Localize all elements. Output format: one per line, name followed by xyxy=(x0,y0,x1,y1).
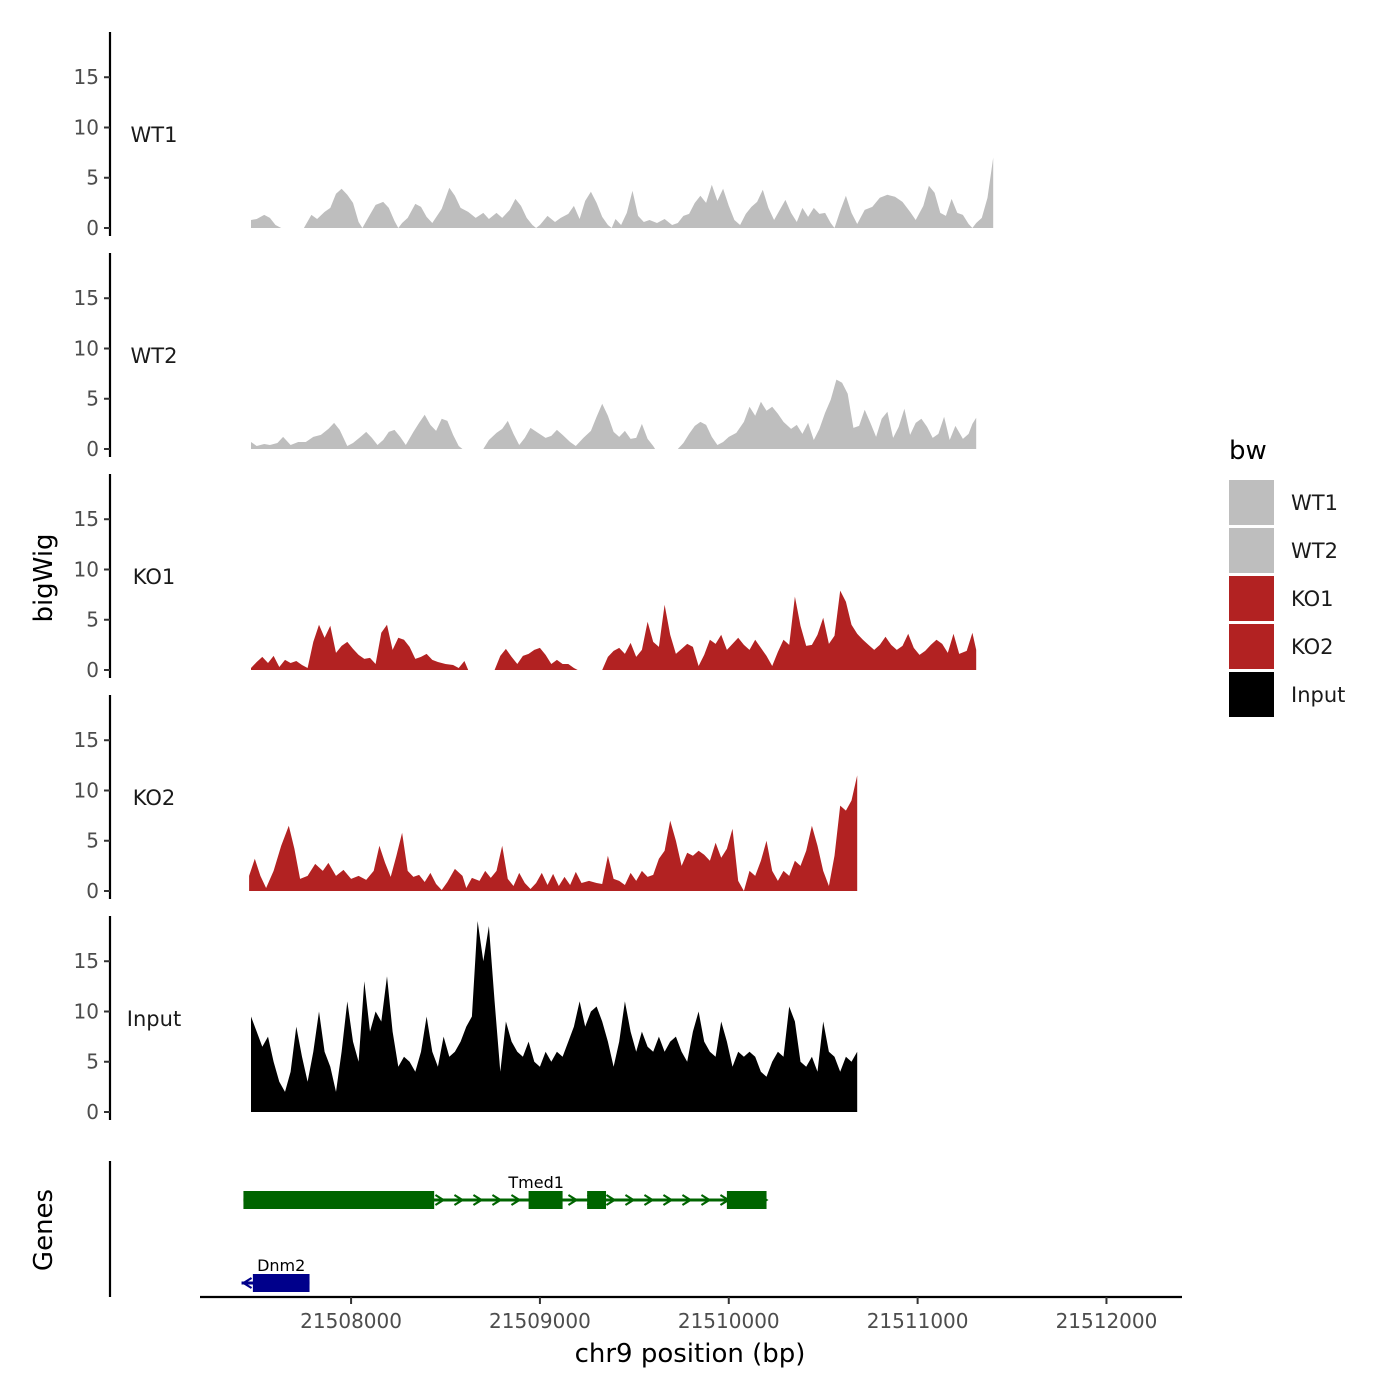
genes-axis-title: Genes xyxy=(29,1189,59,1271)
track-label-ko2: KO2 xyxy=(133,786,176,810)
track-label-wt2: WT2 xyxy=(131,344,178,368)
x-tick-label: 21508000 xyxy=(300,1309,402,1333)
x-tick-label: 21510000 xyxy=(678,1309,780,1333)
gene-exon xyxy=(726,1191,767,1209)
y-tick-label: 15 xyxy=(74,507,99,531)
y-tick-label: 0 xyxy=(86,216,99,240)
y-tick-label: 15 xyxy=(74,949,99,973)
strand-arrow xyxy=(567,1194,579,1206)
legend-swatch-ko1 xyxy=(1229,576,1274,621)
strand-arrow xyxy=(662,1194,674,1206)
area-ko1-segment-1 xyxy=(494,647,578,670)
legend-label-ko1: KO1 xyxy=(1291,587,1334,611)
y-tick-label: 5 xyxy=(86,829,99,853)
gene-label-dnm2: Dnm2 xyxy=(257,1256,305,1275)
area-wt2-segment-1 xyxy=(483,403,656,449)
y-tick-label: 10 xyxy=(74,115,99,139)
gene-label-tmed1: Tmed1 xyxy=(507,1173,564,1192)
legend-swatch-wt1 xyxy=(1229,480,1274,525)
x-tick-label: 21511000 xyxy=(867,1309,969,1333)
legend-title: bw xyxy=(1229,436,1267,466)
x-axis: 21508000 21509000 21510000 21511000 21512000 xyxy=(200,1295,1182,1333)
area-wt2-segment-2 xyxy=(677,379,977,449)
y-tick-label: 15 xyxy=(74,65,99,89)
strand-arrow xyxy=(605,1194,617,1206)
genes-group: Tmed1 Dnm2 xyxy=(108,1161,769,1297)
area-wt1-segment-1 xyxy=(303,157,994,228)
area-ko2-segment-0 xyxy=(249,775,858,891)
y-tick-label: 5 xyxy=(86,387,99,411)
area-ko1-segment-2 xyxy=(602,590,977,670)
legend-label-wt1: WT1 xyxy=(1291,491,1338,515)
x-tick-label: 21509000 xyxy=(489,1309,591,1333)
y-tick-label: 10 xyxy=(74,999,99,1023)
y-tick-label: 0 xyxy=(86,658,99,682)
legend-label-input: Input xyxy=(1291,683,1345,707)
y-tick-label: 0 xyxy=(86,879,99,903)
track-ko2: 0 5 10 15 KO2 xyxy=(74,695,858,903)
track-label-ko1: KO1 xyxy=(133,565,176,589)
area-wt1-segment-0 xyxy=(251,214,282,228)
track-wt2: 0 5 10 15 WT2 xyxy=(74,253,977,461)
legend-swatch-ko2 xyxy=(1229,624,1274,669)
gene-exon xyxy=(587,1191,607,1209)
y-axis-title: bigWig xyxy=(29,533,59,622)
strand-arrow xyxy=(241,1277,253,1289)
y-tick-label: 5 xyxy=(86,1050,99,1074)
y-tick-label: 10 xyxy=(74,778,99,802)
area-input-segment-0 xyxy=(251,921,858,1112)
y-tick-label: 10 xyxy=(74,336,99,360)
area-ko1-segment-0 xyxy=(251,624,469,670)
legend-swatch-wt2 xyxy=(1229,528,1274,573)
y-tick-label: 0 xyxy=(86,1100,99,1124)
legend: bw WT1 WT2 KO1 KO2 Input xyxy=(1229,436,1345,717)
strand-arrow xyxy=(643,1194,655,1206)
legend-swatch-input xyxy=(1229,672,1274,717)
y-tick-label: 10 xyxy=(74,557,99,581)
track-input: 0 5 10 15 Input xyxy=(74,916,858,1124)
track-ko1: 0 5 10 15 KO1 xyxy=(74,474,977,682)
strand-arrow xyxy=(681,1194,693,1206)
track-wt1: 0 5 10 15 WT1 xyxy=(74,32,994,240)
area-wt2-segment-0 xyxy=(251,414,463,449)
strand-arrow xyxy=(510,1194,522,1206)
strand-arrow xyxy=(434,1194,446,1206)
strand-arrow xyxy=(700,1194,712,1206)
legend-label-ko2: KO2 xyxy=(1291,635,1334,659)
y-tick-label: 0 xyxy=(86,437,99,461)
y-tick-label: 5 xyxy=(86,608,99,632)
y-tick-label: 15 xyxy=(74,286,99,310)
gene-dnm2: Dnm2 xyxy=(241,1256,310,1292)
strand-arrow xyxy=(472,1194,484,1206)
strand-arrow xyxy=(491,1194,503,1206)
track-label-input: Input xyxy=(127,1007,181,1031)
gene-exon xyxy=(252,1274,310,1292)
gene-tmed1: Tmed1 xyxy=(243,1173,769,1209)
strand-arrow xyxy=(453,1194,465,1206)
track-label-wt1: WT1 xyxy=(131,123,178,147)
legend-label-wt2: WT2 xyxy=(1291,539,1338,563)
x-tick-label: 21512000 xyxy=(1056,1309,1158,1333)
gene-exon xyxy=(528,1191,563,1209)
x-axis-title: chr9 position (bp) xyxy=(575,1339,806,1369)
y-tick-label: 15 xyxy=(74,728,99,752)
tracks-group: 0 5 10 15 WT1 0 5 10 15 WT2 0 5 10 15 KO1 0 5 10 15 KO2 0 5 10… xyxy=(74,32,994,1124)
gene-exon xyxy=(243,1191,435,1209)
y-tick-label: 5 xyxy=(86,166,99,190)
strand-arrow xyxy=(624,1194,636,1206)
